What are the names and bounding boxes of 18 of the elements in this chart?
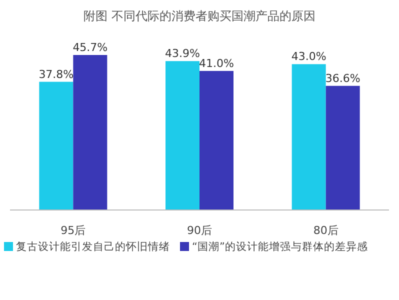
bar xyxy=(39,82,74,210)
data-label: 37.8% xyxy=(38,68,74,81)
bar xyxy=(292,64,326,210)
x-tick-label: 80后 xyxy=(313,224,338,237)
bar xyxy=(73,55,108,210)
data-label: 43.0% xyxy=(291,50,326,64)
data-label: 43.9% xyxy=(165,47,200,60)
legend-label: 复古设计能引发自己的怀旧情绪 xyxy=(16,240,170,253)
chart-title: 附图 不同代际的消费者购买国潮产品的原因 xyxy=(84,9,316,23)
data-label: 41.0% xyxy=(199,56,234,70)
x-tick-label: 95后 xyxy=(60,224,86,237)
x-tick-label: 90后 xyxy=(187,224,212,237)
bar xyxy=(200,70,234,210)
bar xyxy=(166,61,200,210)
legend-label: “国潮”的设计能增强与群体的差异感 xyxy=(192,240,368,253)
data-label: 36.6% xyxy=(325,72,360,85)
bar xyxy=(326,86,360,210)
data-label: 45.7% xyxy=(72,41,108,54)
